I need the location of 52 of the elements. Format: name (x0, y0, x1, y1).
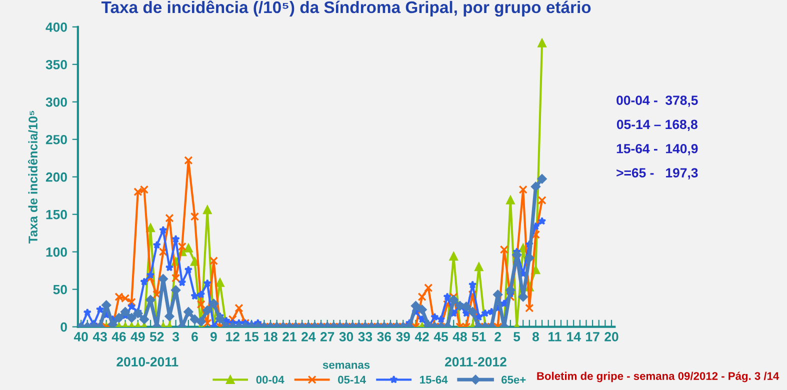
y-tick-label: 50 (53, 284, 67, 294)
legend-label: 00-04 (256, 376, 284, 384)
x-tick-label: 45 (434, 332, 448, 342)
x-tick-label: 48 (452, 332, 467, 342)
text: 00-04 - 378,5 (616, 96, 698, 107)
x-tick-label: 52 (150, 332, 164, 342)
x-tick-label: 18 (264, 332, 278, 342)
x-tick-label: 2 (494, 332, 501, 342)
x-tick-label: 9 (210, 332, 217, 342)
y-tick-label: 300 (46, 97, 67, 107)
y-axis-title: Taxa de incidência/10⁵ (28, 110, 38, 244)
x-tick-label: 3 (172, 332, 179, 342)
x-tick-label: 46 (112, 332, 126, 342)
x-tick-label: 5 (514, 332, 520, 342)
text: Boletim de gripe - semana 09/2012 - Pág. 3 /14 (537, 372, 780, 382)
x-tick-label: 11 (548, 332, 562, 342)
x-tick-label: 15 (245, 332, 259, 342)
text: >=65 - 197,3 (616, 168, 698, 180)
x-tick-label: 51 (472, 332, 486, 342)
x-tick-label: 40 (74, 332, 88, 342)
x-tick-label: 33 (358, 332, 372, 342)
y-tick-label: 150 (46, 210, 67, 220)
text: 2010-2011 (116, 357, 178, 367)
y-tick-label: 350 (46, 60, 67, 70)
x-tick-label: 12 (226, 332, 240, 342)
y-tick-label: 400 (46, 22, 67, 32)
x-axis-title: semanas (322, 362, 370, 369)
x-tick-label: 6 (192, 332, 198, 342)
x-tick-label: 30 (339, 332, 354, 342)
x-tick-label: 20 (604, 332, 618, 342)
x-tick-label: 43 (92, 332, 107, 342)
x-tick-label: 21 (282, 332, 296, 342)
x-tick-label: 36 (377, 332, 392, 342)
y-tick-label: 100 (46, 247, 67, 257)
text: 15-64 - 140,9 (616, 144, 698, 156)
x-tick-label: 49 (130, 332, 145, 342)
x-tick-label: 27 (320, 332, 334, 342)
y-tick-label: 250 (46, 134, 67, 144)
chart-title: Taxa de incidência (/10⁵) da Síndroma Gripal, por grupo etário (101, 0, 591, 17)
x-tick-label: 8 (532, 332, 539, 342)
x-tick-label: 42 (414, 332, 429, 342)
text: 05-14 – 168,8 (616, 120, 698, 132)
x-tick-label: 14 (567, 332, 581, 342)
text: 2011-2012 (445, 357, 506, 367)
legend-label: 05-14 (338, 376, 366, 384)
y-tick-label: 200 (46, 172, 67, 182)
y-tick-label: 0 (60, 322, 67, 332)
x-tick-label: 24 (302, 332, 316, 342)
legend-label: 65e+ (502, 376, 526, 384)
x-tick-label: 39 (396, 332, 410, 342)
legend-label: 15-64 (420, 376, 448, 384)
x-tick-label: 17 (586, 332, 600, 342)
